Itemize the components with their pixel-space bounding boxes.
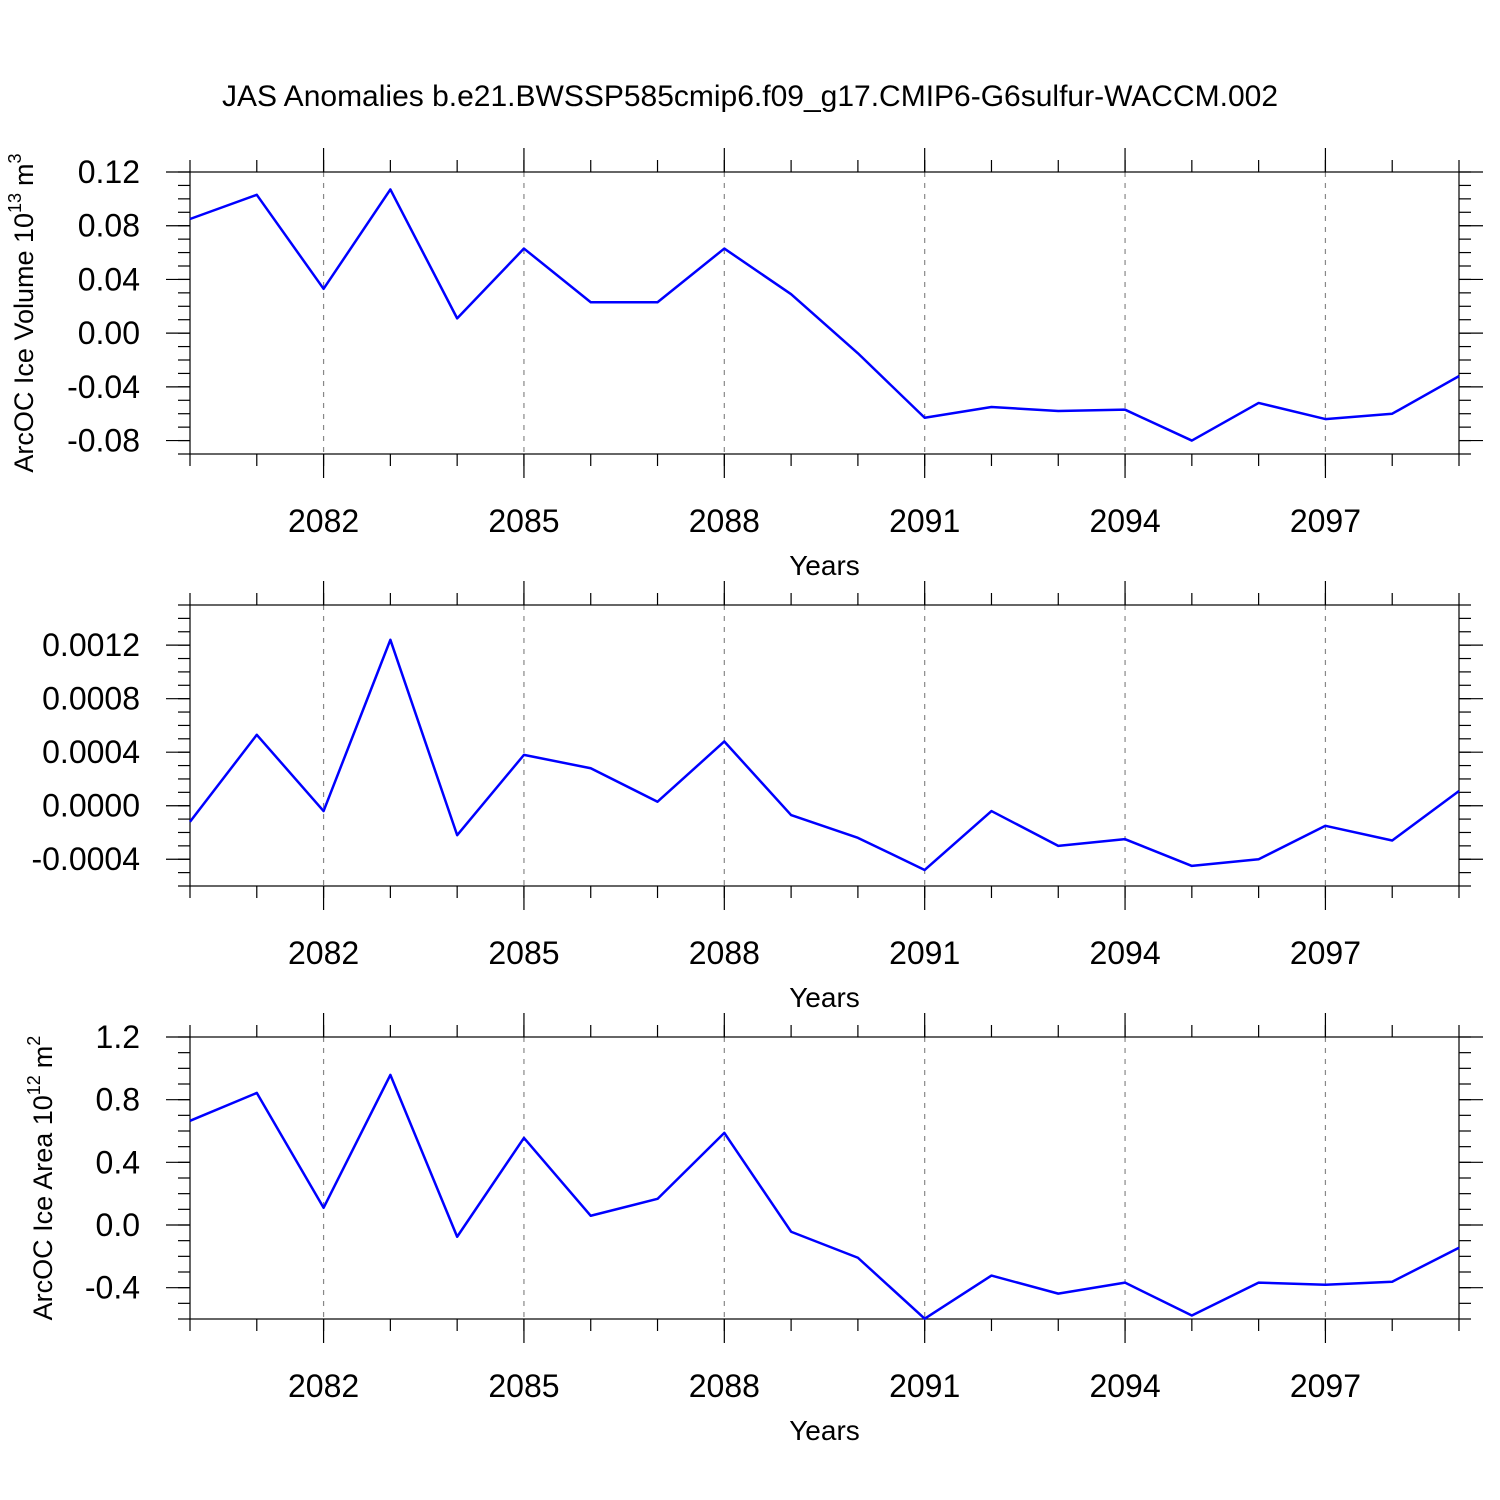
x-tick-label: 2088 — [689, 503, 760, 539]
y-axis-label-text: ArcOC Snow Volume 10 — [0, 630, 3, 921]
x-tick-label: 2097 — [1290, 503, 1361, 539]
x-tick-label: 2082 — [288, 1368, 359, 1404]
x-tick-label: 2094 — [1089, 935, 1160, 971]
y-tick-label: 0.00 — [78, 315, 140, 351]
y-tick-label: -0.4 — [85, 1270, 140, 1306]
plot-frame — [189, 1036, 1460, 1320]
plot-frame — [189, 604, 1460, 887]
y-axis-label-text: ArcOC Ice Volume 10 — [9, 213, 39, 473]
x-tick-label: 2094 — [1089, 503, 1160, 539]
y-tick-label: 0.12 — [78, 154, 140, 190]
x-tick-label: 2097 — [1290, 935, 1361, 971]
x-tick-label: 2091 — [889, 1368, 960, 1404]
x-tick-label: 2088 — [689, 1368, 760, 1404]
y-tick-label: -0.04 — [67, 369, 140, 405]
y-axis-label: ArcOC Ice Volume 1013 m3 — [5, 153, 39, 472]
x-tick-label: 2085 — [488, 503, 559, 539]
y-axis-label: ArcOC Snow Volume 1013m3 — [0, 570, 3, 921]
x-tick-label: 2085 — [488, 935, 559, 971]
y-axis-label-unit: m — [0, 580, 3, 603]
y-tick-label: 0.4 — [96, 1144, 140, 1180]
x-tick-label: 2091 — [889, 503, 960, 539]
x-axis-label: Years — [789, 1415, 860, 1446]
data-line — [189, 1073, 1460, 1320]
y-tick-label: 0.0008 — [42, 681, 140, 717]
y-tick-label: 0.8 — [96, 1082, 140, 1118]
data-line — [189, 638, 1460, 872]
y-axis-label-unit: m — [9, 163, 39, 186]
y-tick-label: -0.0004 — [31, 841, 140, 877]
y-tick-label: 0.0004 — [42, 734, 140, 770]
chart-title: JAS Anomalies b.e21.BWSSP585cmip6.f09_g1… — [222, 80, 1278, 113]
y-axis-label-unit-exponent: 2 — [24, 1036, 44, 1046]
plot-frame — [189, 171, 1460, 455]
y-axis-label-text: ArcOC Ice Area 10 — [28, 1095, 58, 1320]
y-axis-label-unit: m — [28, 1046, 58, 1069]
y-tick-label: 1.2 — [96, 1019, 140, 1055]
x-tick-label: 2088 — [689, 935, 760, 971]
y-axis-label-exponent: 12 — [24, 1075, 44, 1095]
y-tick-label: -0.08 — [67, 423, 140, 459]
y-tick-label: 0.0012 — [42, 627, 140, 663]
y-tick-label: 0.0 — [96, 1207, 140, 1243]
x-tick-label: 2082 — [288, 503, 359, 539]
y-tick-label: 0.08 — [78, 208, 140, 244]
y-axis-label-unit-exponent: 3 — [5, 153, 25, 163]
x-axis-label: Years — [789, 982, 860, 1013]
data-line — [189, 188, 1460, 442]
x-tick-label: 2091 — [889, 935, 960, 971]
x-tick-label: 2082 — [288, 935, 359, 971]
y-tick-label: 0.0000 — [42, 788, 140, 824]
x-tick-label: 2097 — [1290, 1368, 1361, 1404]
x-tick-label: 2085 — [488, 1368, 559, 1404]
y-axis-label-exponent: 13 — [5, 193, 25, 213]
x-axis-label: Years — [789, 550, 860, 581]
x-tick-label: 2094 — [1089, 1368, 1160, 1404]
y-axis-label: ArcOC Ice Area 1012 m2 — [24, 1036, 58, 1321]
y-tick-label: 0.04 — [78, 261, 140, 297]
